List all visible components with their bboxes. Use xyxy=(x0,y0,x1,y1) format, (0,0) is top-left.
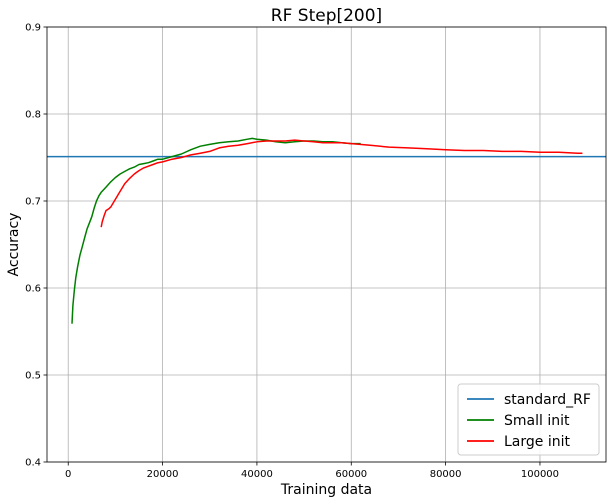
grid-lines xyxy=(47,26,606,463)
series-line-small-init xyxy=(71,137,361,324)
y-tick-label: 0.6 xyxy=(25,284,41,295)
series-line-large-init xyxy=(100,139,583,228)
legend-entry-label: Large init xyxy=(504,434,570,450)
y-tick-label: 0.9 xyxy=(25,23,41,34)
x-tick-label: 0 xyxy=(65,469,71,480)
y-axis-label: Accuracy xyxy=(6,213,22,277)
legend-entry-label: standard_RF xyxy=(504,392,591,408)
x-tick-label: 60000 xyxy=(335,469,367,480)
x-axis-label: Training data xyxy=(280,482,372,498)
y-tick-label: 0.8 xyxy=(25,110,41,121)
x-tick-label: 40000 xyxy=(241,469,273,480)
series-layer xyxy=(47,137,606,324)
plot-frame xyxy=(46,26,607,463)
legend-box xyxy=(457,383,600,456)
y-tick-label: 0.7 xyxy=(25,197,41,208)
axis-ticks: 0 20000 40000 60000 80000 100000 0.4 0.5 0.6 0.7 0… xyxy=(25,23,559,481)
x-tick-label: 100000 xyxy=(521,469,559,480)
chart-title: RF Step[200] xyxy=(271,6,382,26)
x-tick-label: 80000 xyxy=(430,469,462,480)
legend: standard_RF Small init Large init xyxy=(457,383,600,456)
y-tick-label: 0.4 xyxy=(25,458,41,469)
x-tick-label: 20000 xyxy=(147,469,179,480)
legend-entry-label: Small init xyxy=(504,413,570,429)
y-tick-label: 0.5 xyxy=(25,371,41,382)
